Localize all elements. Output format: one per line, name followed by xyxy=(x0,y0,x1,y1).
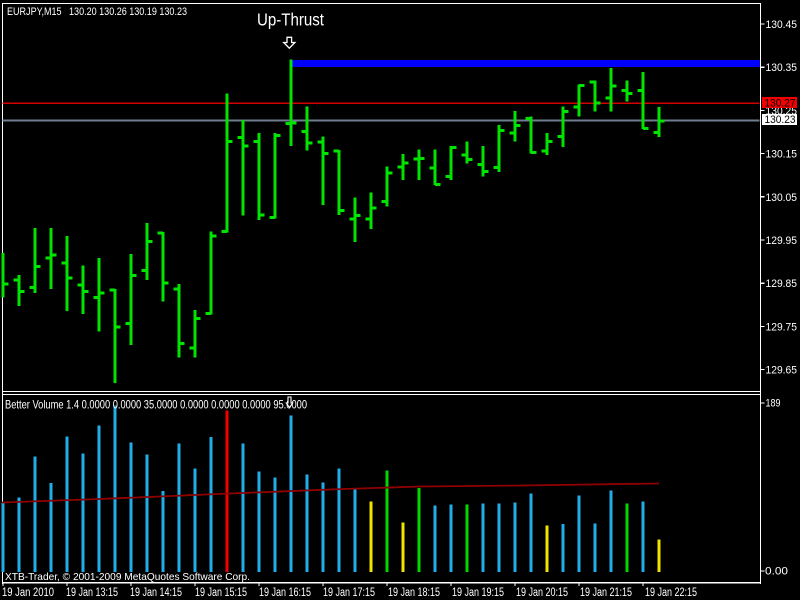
svg-text:19 Jan 13:15: 19 Jan 13:15 xyxy=(66,587,118,599)
svg-text:19 Jan 14:15: 19 Jan 14:15 xyxy=(130,587,182,599)
svg-text:19 Jan 20:15: 19 Jan 20:15 xyxy=(516,587,568,599)
svg-text:129.85: 129.85 xyxy=(766,278,798,290)
svg-text:XTB-Trader, © 2001-2009 MetaQu: XTB-Trader, © 2001-2009 MetaQuotes Softw… xyxy=(5,571,250,583)
svg-text:129.65: 129.65 xyxy=(766,365,798,377)
svg-text:19 Jan 2010: 19 Jan 2010 xyxy=(2,587,54,599)
svg-text:189: 189 xyxy=(766,398,781,410)
svg-text:130.23: 130.23 xyxy=(765,114,796,126)
svg-text:19 Jan 16:15: 19 Jan 16:15 xyxy=(259,587,311,599)
svg-text:130.05: 130.05 xyxy=(766,192,798,204)
svg-text:19 Jan 22:15: 19 Jan 22:15 xyxy=(645,587,697,599)
svg-text:Up-Thrust: Up-Thrust xyxy=(257,10,324,30)
svg-text:130.15: 130.15 xyxy=(766,149,798,161)
svg-text:129.75: 129.75 xyxy=(766,321,798,333)
svg-text:EURJPY,M15 130.20 130.26 130: EURJPY,M15 130.20 130.26 130.19 130.23 xyxy=(7,6,187,18)
svg-text:19 Jan 19:15: 19 Jan 19:15 xyxy=(452,587,504,599)
svg-text:130.45: 130.45 xyxy=(766,19,798,31)
svg-text:129.95: 129.95 xyxy=(766,235,798,247)
svg-text:19 Jan 17:15: 19 Jan 17:15 xyxy=(323,587,375,599)
svg-text:Better Volume 1.4 0.0000 0.000: Better Volume 1.4 0.0000 0.0000 35.0000 … xyxy=(5,398,307,412)
svg-text:19 Jan 21:15: 19 Jan 21:15 xyxy=(580,587,632,599)
svg-text:130.27: 130.27 xyxy=(765,97,796,109)
svg-text:19 Jan 18:15: 19 Jan 18:15 xyxy=(388,587,440,599)
svg-text:130.35: 130.35 xyxy=(766,62,798,74)
svg-text:19 Jan 15:15: 19 Jan 15:15 xyxy=(195,587,247,599)
svg-text:0.00: 0.00 xyxy=(765,566,788,578)
